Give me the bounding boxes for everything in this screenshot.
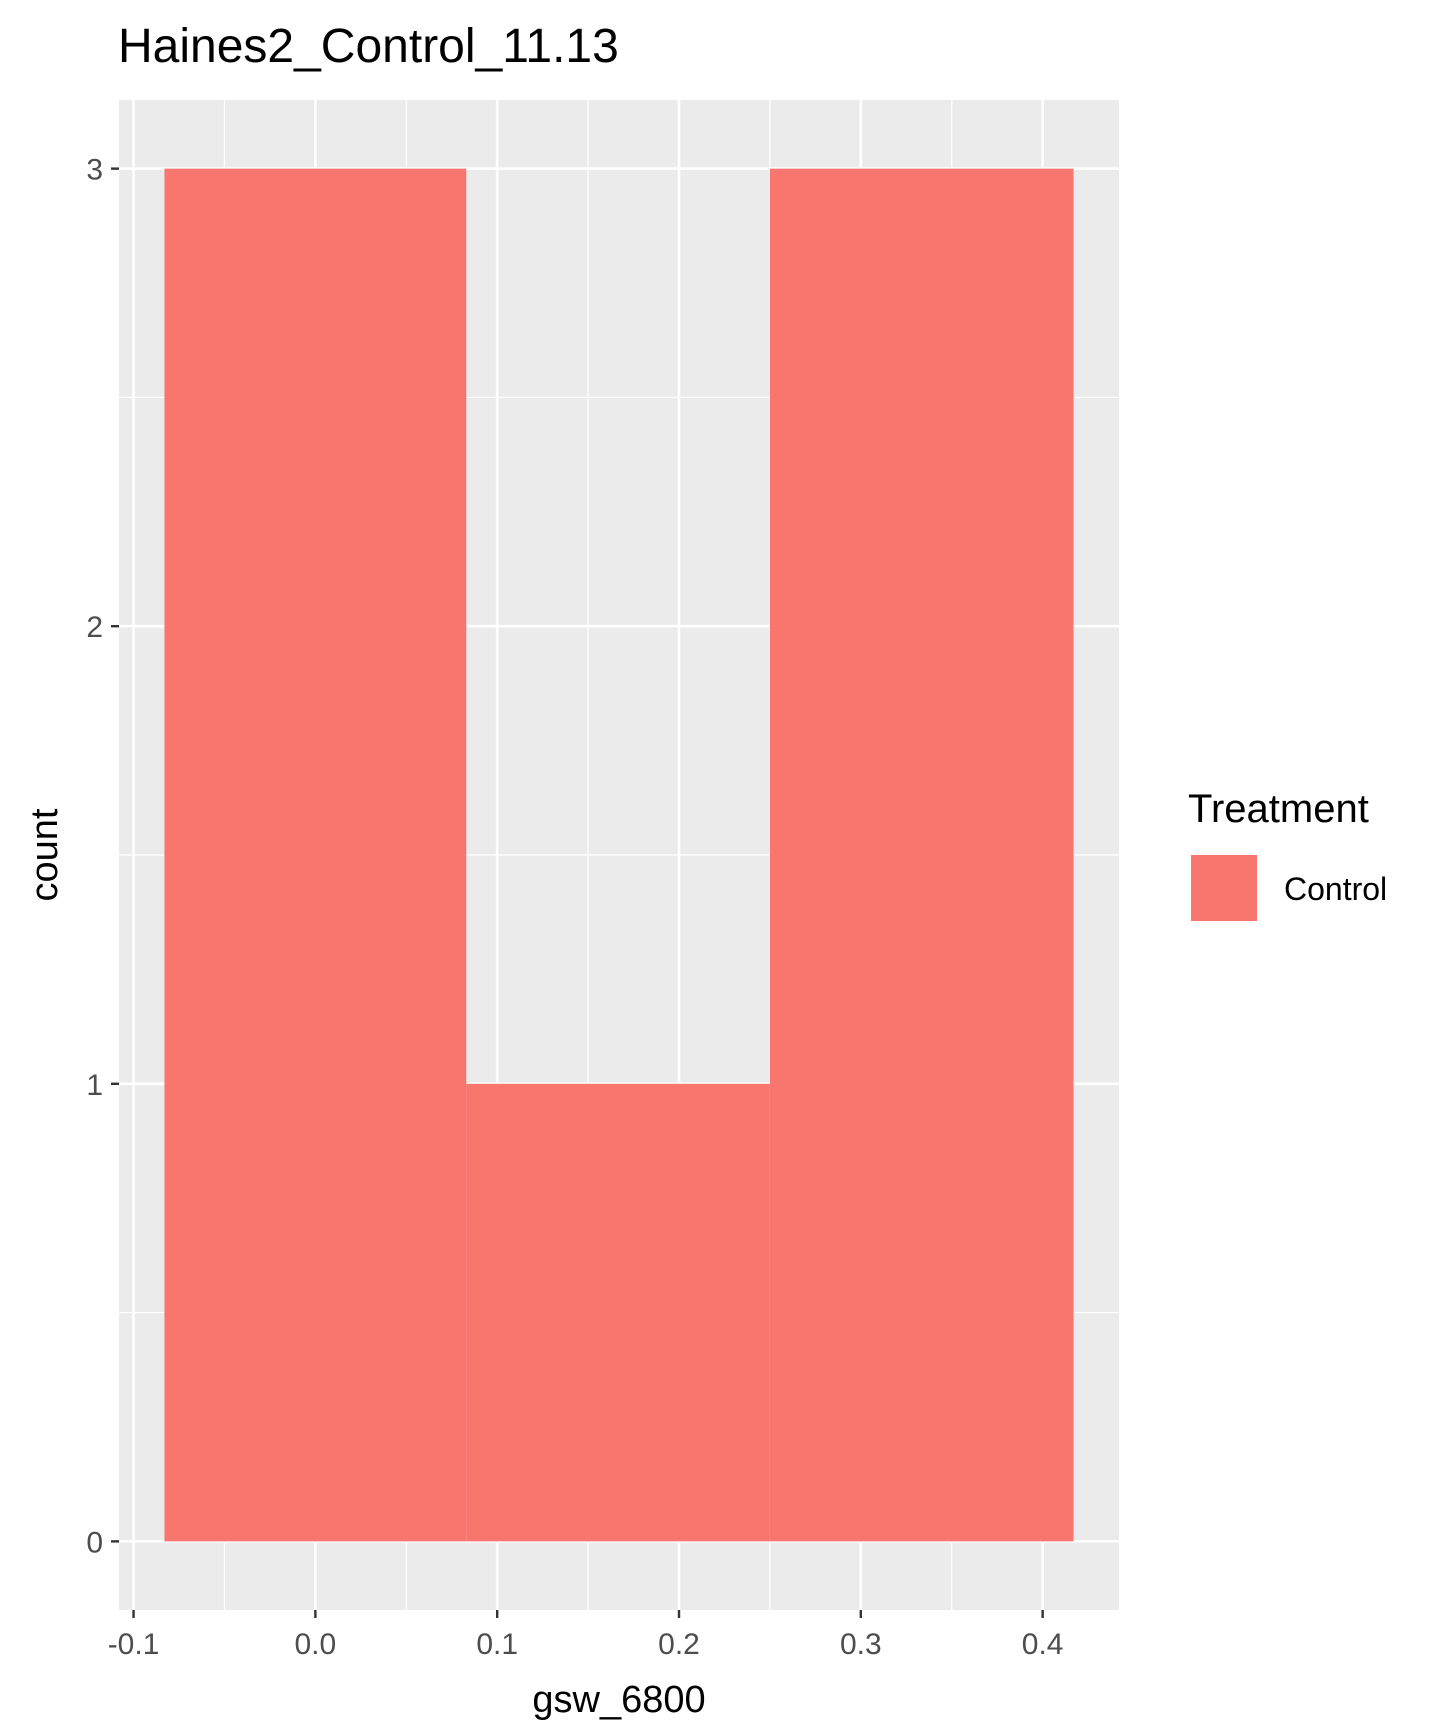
histogram-bar-3 bbox=[769, 168, 1074, 1542]
x-axis-title: gsw_6800 bbox=[532, 1679, 705, 1721]
histogram-bars bbox=[164, 168, 1074, 1542]
x-tick-label: -0.1 bbox=[108, 1628, 160, 1661]
y-axis: 0 1 2 3 bbox=[86, 154, 119, 1559]
x-tick-label: 0.0 bbox=[295, 1628, 337, 1661]
legend-key-control bbox=[1189, 853, 1259, 923]
histogram-bar-1 bbox=[164, 168, 467, 1542]
y-tick-label: 0 bbox=[86, 1526, 103, 1559]
x-tick-label: 0.4 bbox=[1022, 1628, 1064, 1661]
histogram-bar-2 bbox=[466, 1083, 770, 1542]
y-tick-label: 1 bbox=[86, 1069, 103, 1102]
y-tick-label: 3 bbox=[86, 154, 103, 187]
x-tick-label: 0.2 bbox=[658, 1628, 700, 1661]
legend-title: Treatment bbox=[1188, 787, 1369, 831]
legend-label-control: Control bbox=[1284, 871, 1387, 907]
x-tick-label: 0.3 bbox=[840, 1628, 882, 1661]
x-axis: -0.1 0.0 0.1 0.2 0.3 0.4 bbox=[108, 1610, 1064, 1661]
y-axis-title: count bbox=[24, 808, 66, 901]
legend: Treatment Control bbox=[1188, 787, 1387, 923]
x-tick-label: 0.1 bbox=[476, 1628, 518, 1661]
chart-title: Haines2_Control_11.13 bbox=[118, 20, 619, 73]
y-tick-label: 2 bbox=[86, 611, 103, 644]
